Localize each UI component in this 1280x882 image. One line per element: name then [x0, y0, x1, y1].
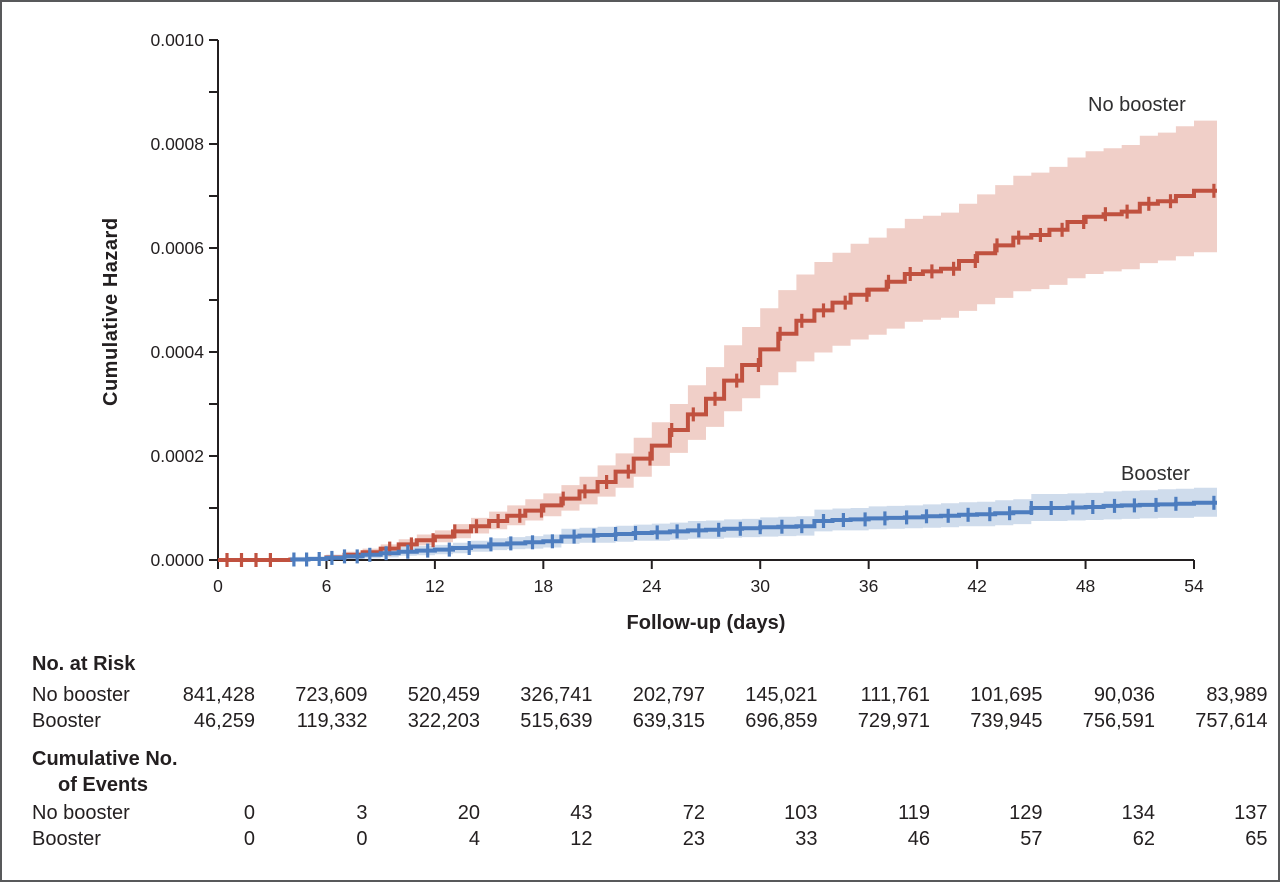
events-cell-no-booster: 119 — [898, 802, 930, 824]
no-at-risk-cell-booster: 46,259 — [193, 710, 255, 732]
events-cell-booster: 46 — [907, 828, 930, 850]
x-axis-title: Follow-up (days) — [626, 612, 786, 634]
events-row-label-no-booster: No booster — [32, 802, 130, 824]
no-booster-confidence-band — [272, 120, 1217, 560]
no-at-risk-cell-booster: 515,639 — [520, 710, 593, 732]
no-at-risk-header: No. at Risk — [32, 653, 136, 675]
svg-text:48: 48 — [1076, 576, 1095, 596]
svg-text:24: 24 — [642, 576, 662, 596]
cumulative-hazard-chart: 0.0000 0.0002 0.0004 0.0006 0.0008 0.0010 0 6 12… — [150, 30, 1217, 596]
events-cell-no-booster: 43 — [570, 802, 593, 824]
cum-events-header-line1: Cumulative No. — [32, 748, 178, 770]
y-axis-title: Cumulative Hazard — [100, 217, 122, 407]
svg-text:0.0000: 0.0000 — [150, 550, 204, 570]
svg-text:0.0010: 0.0010 — [150, 30, 204, 50]
svg-text:0.0004: 0.0004 — [150, 342, 204, 362]
svg-text:0.0002: 0.0002 — [150, 446, 204, 466]
no-at-risk-cell-no-booster: 723,609 — [295, 684, 368, 706]
no-at-risk-cell-no-booster: 111,761 — [860, 684, 930, 706]
events-cell-no-booster: 103 — [784, 802, 818, 824]
no-at-risk-cell-no-booster: 145,021 — [745, 684, 818, 706]
events-cell-booster: 65 — [1245, 828, 1268, 850]
svg-text:42: 42 — [967, 576, 986, 596]
events-cell-no-booster: 0 — [243, 802, 255, 824]
events-cell-booster: 23 — [682, 828, 705, 850]
events-cell-booster: 0 — [243, 828, 255, 850]
no-at-risk-cell-booster: 729,971 — [857, 710, 930, 732]
events-row-label-booster: Booster — [32, 828, 101, 850]
events-cell-no-booster: 72 — [682, 802, 705, 824]
events-cell-no-booster: 20 — [457, 802, 480, 824]
no-at-risk-cell-booster: 739,945 — [970, 710, 1043, 732]
no-at-risk-cell-booster: 119,332 — [296, 710, 368, 732]
svg-text:30: 30 — [750, 576, 770, 596]
no-at-risk-cell-no-booster: 326,741 — [520, 684, 593, 706]
no-at-risk-cell-booster: 757,614 — [1195, 710, 1268, 732]
events-cell-booster: 33 — [795, 828, 818, 850]
svg-text:6: 6 — [322, 576, 332, 596]
events-cell-booster: 62 — [1132, 828, 1155, 850]
no-at-risk-cell-no-booster: 90,036 — [1093, 684, 1155, 706]
no-at-risk-cell-no-booster: 101,695 — [970, 684, 1043, 706]
events-cell-booster: 0 — [356, 828, 368, 850]
risk-row-label-no-booster: No booster — [32, 684, 130, 706]
events-cell-no-booster: 3 — [356, 802, 368, 824]
events-cell-booster: 12 — [570, 828, 593, 850]
no-at-risk-cell-booster: 322,203 — [407, 710, 480, 732]
svg-text:0.0008: 0.0008 — [150, 134, 204, 154]
svg-text:0: 0 — [213, 576, 223, 596]
events-cell-no-booster: 129 — [1009, 802, 1043, 824]
svg-text:36: 36 — [859, 576, 878, 596]
svg-text:0.0006: 0.0006 — [150, 238, 204, 258]
no-at-risk-cell-booster: 756,591 — [1082, 710, 1155, 732]
booster-step-curve — [290, 500, 1217, 562]
no-at-risk-cell-no-booster: 83,989 — [1206, 684, 1268, 706]
risk-row-label-booster: Booster — [32, 710, 101, 732]
booster-curve-label: Booster — [1121, 463, 1190, 485]
no-booster-curve-label: No booster — [1088, 94, 1186, 116]
no-at-risk-cell-no-booster: 841,428 — [182, 684, 255, 706]
events-cell-booster: 57 — [1020, 828, 1043, 850]
events-cell-no-booster: 137 — [1234, 802, 1268, 824]
svg-text:54: 54 — [1184, 576, 1204, 596]
no-at-risk-cell-no-booster: 520,459 — [407, 684, 480, 706]
no-at-risk-cell-booster: 639,315 — [632, 710, 705, 732]
cum-events-header-line2: of Events — [58, 774, 149, 796]
no-at-risk-cell-no-booster: 202,797 — [632, 684, 705, 706]
events-cell-booster: 4 — [468, 828, 480, 850]
booster-confidence-band — [272, 487, 1217, 560]
events-cell-no-booster: 134 — [1121, 802, 1155, 824]
no-at-risk-cell-booster: 696,859 — [745, 710, 818, 732]
svg-text:12: 12 — [425, 576, 444, 596]
svg-text:18: 18 — [534, 576, 553, 596]
